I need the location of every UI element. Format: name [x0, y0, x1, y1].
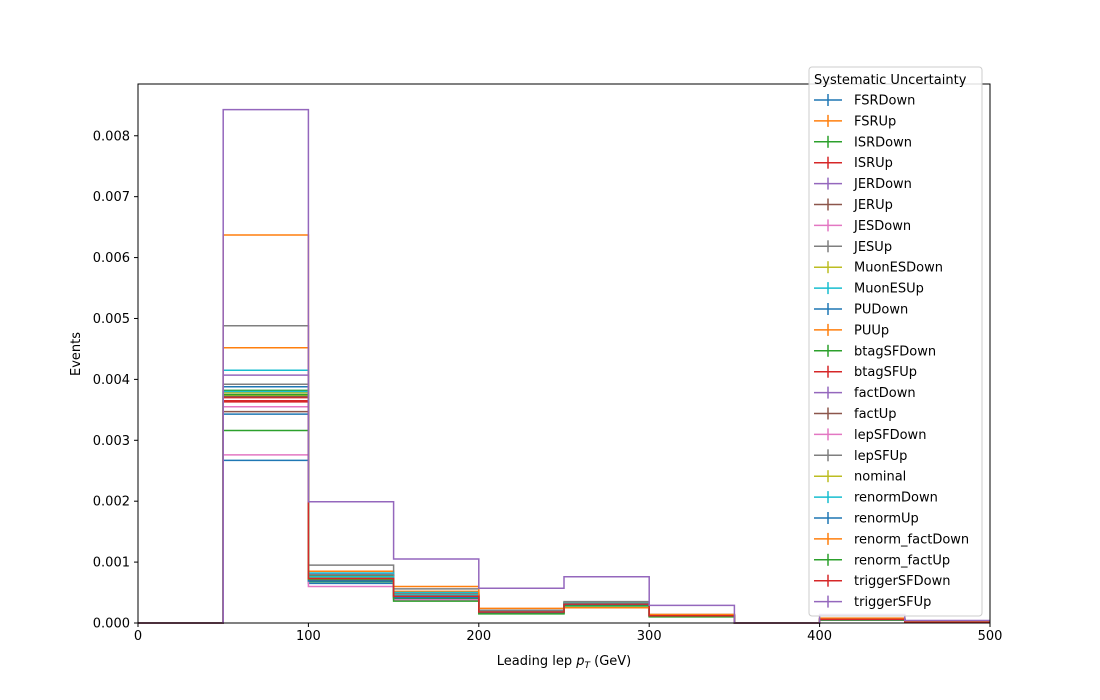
legend-entry-JESUp: JESUp [814, 240, 892, 255]
legend-label: MuonESUp [854, 282, 924, 297]
legend-label: JESUp [853, 240, 892, 255]
legend-label: lepSFDown [854, 428, 926, 443]
legend-entry-PUUp: PUUp [814, 323, 889, 338]
x-axis-label: Leading lep pT (GeV) [497, 654, 631, 671]
legend-label: renorm_factDown [854, 532, 969, 547]
legend-label: renormDown [854, 491, 938, 506]
legend-label: JERUp [853, 198, 893, 213]
legend-entry-ISRUp: ISRUp [814, 156, 893, 171]
legend-label: factDown [854, 386, 916, 401]
legend-entry-btagSFDown: btagSFDown [814, 344, 936, 359]
legend-title: Systematic Uncertainty [814, 73, 967, 88]
plot-series [138, 108, 990, 624]
legend-label: MuonESDown [854, 261, 943, 276]
legend-label: btagSFDown [854, 344, 936, 359]
legend-entry-btagSFUp: btagSFUp [814, 365, 917, 380]
legend-label: JERDown [853, 177, 912, 192]
legend-label: ISRDown [854, 135, 912, 150]
y-tick-label: 0.000 [93, 617, 130, 632]
legend-entry-factDown: factDown [814, 386, 916, 401]
legend-label: factUp [854, 407, 897, 422]
legend-entry-FSRDown: FSRDown [814, 94, 915, 109]
legend-entry-JERDown: JERDown [814, 177, 912, 192]
legend-label: JESDown [853, 219, 911, 234]
legend-label: btagSFUp [854, 365, 917, 380]
legend-entry-triggerSFDown: triggerSFDown [814, 574, 950, 589]
legend-label: nominal [854, 470, 906, 485]
legend-entry-nominal: nominal [814, 470, 906, 485]
legend-label: ISRUp [854, 156, 893, 171]
y-tick-label: 0.002 [93, 495, 130, 510]
x-tick-label: 100 [296, 629, 321, 644]
x-tick-label: 0 [134, 629, 142, 644]
legend-label: triggerSFUp [854, 595, 931, 610]
legend-label: renorm_factUp [854, 553, 950, 568]
x-tick-label: 200 [466, 629, 491, 644]
y-tick-label: 0.005 [93, 312, 130, 327]
legend-entry-PUDown: PUDown [814, 303, 908, 318]
x-tick-label: 400 [807, 629, 832, 644]
legend-entry-FSRUp: FSRUp [814, 114, 896, 129]
legend-entries: FSRDown FSRUp ISRDown ISRUp JERDown JERUp JESD… [814, 94, 969, 610]
legend-entry-factUp: factUp [814, 407, 897, 422]
plot-frame [137, 83, 991, 624]
y-tick-label: 0.003 [93, 434, 130, 449]
legend-label: lepSFUp [854, 449, 907, 464]
y-tick-label: 0.001 [93, 556, 130, 571]
legend-entry-renormUp: renormUp [814, 512, 919, 527]
y-axis-ticks: 0.000 0.001 0.002 0.003 0.004 0.005 0.006 0.007… [93, 129, 138, 632]
y-tick-label: 0.008 [93, 129, 130, 144]
legend-label: FSRUp [854, 114, 896, 129]
legend-label: triggerSFDown [854, 574, 950, 589]
legend-entry-JERUp: JERUp [814, 198, 893, 213]
y-axis-label: Events [69, 332, 84, 376]
legend-entry-lepSFUp: lepSFUp [814, 449, 907, 464]
legend-entry-triggerSFUp: triggerSFUp [814, 595, 931, 610]
legend-label: FSRDown [854, 94, 915, 109]
legend-entry-JESDown: JESDown [814, 219, 911, 234]
x-tick-label: 500 [978, 629, 1003, 644]
legend-label: PUDown [854, 303, 908, 318]
legend: Systematic Uncertainty FSRDown FSRUp ISRDo… [808, 66, 983, 617]
legend-entry-lepSFDown: lepSFDown [814, 428, 926, 443]
legend-label: PUUp [854, 323, 889, 338]
x-tick-label: 300 [637, 629, 662, 644]
legend-label: renormUp [854, 512, 919, 527]
legend-entry-renorm_factUp: renorm_factUp [814, 553, 950, 568]
legend-entry-renorm_factDown: renorm_factDown [814, 532, 969, 547]
legend-entry-MuonESUp: MuonESUp [814, 282, 924, 297]
legend-entry-ISRDown: ISRDown [814, 135, 912, 150]
y-tick-label: 0.006 [93, 251, 130, 266]
legend-entry-MuonESDown: MuonESDown [814, 261, 943, 276]
y-tick-label: 0.007 [93, 190, 130, 205]
x-axis-ticks: 0 100 200 300 400 500 [134, 623, 1003, 644]
legend-entry-renormDown: renormDown [814, 491, 938, 506]
legend-box [808, 66, 983, 617]
y-tick-label: 0.004 [93, 373, 130, 388]
